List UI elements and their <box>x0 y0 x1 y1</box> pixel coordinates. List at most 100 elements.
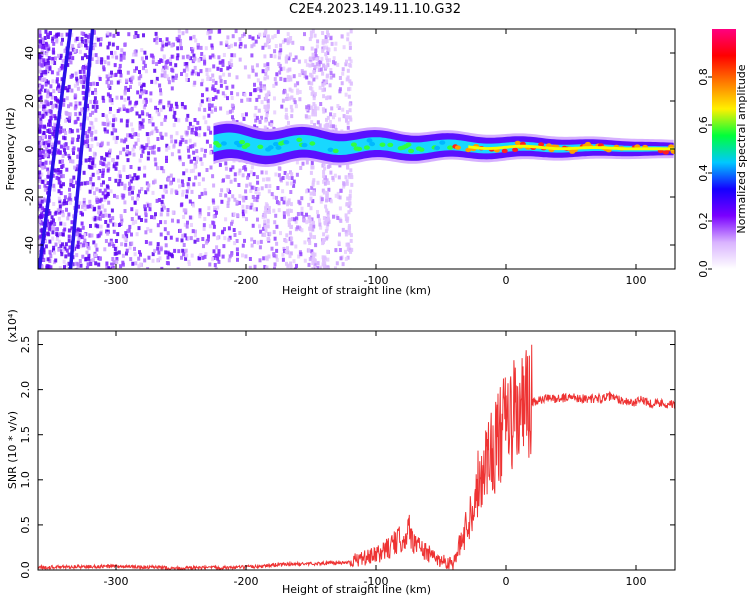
snr-x-tick-label: 100 <box>626 575 647 588</box>
heatmap-cell <box>40 84 44 89</box>
heatmap-cell <box>38 176 42 181</box>
heatmap-cell <box>177 34 181 39</box>
heatmap-cell <box>264 72 268 76</box>
heatmap-cell <box>286 32 290 37</box>
heatmap-cell <box>39 151 42 156</box>
heatmap-cell <box>93 191 96 196</box>
heatmap-cell <box>39 117 43 122</box>
heatmap-cell <box>90 233 94 238</box>
heatmap-cell <box>174 76 178 80</box>
heatmap-cell <box>325 198 328 203</box>
heatmap-cell <box>176 46 180 51</box>
heatmap-cell <box>287 56 291 61</box>
heatmap-cell <box>233 53 237 58</box>
heatmap-cell <box>348 199 352 204</box>
heatmap-cell <box>178 142 182 147</box>
heatmap-cell <box>193 57 197 62</box>
heatmap-cell <box>188 138 192 143</box>
heatmap-cell <box>273 262 277 267</box>
heatmap-cell <box>127 96 131 101</box>
heatmap-cell <box>222 244 226 249</box>
heatmap-cell <box>189 36 193 41</box>
heatmap-cell <box>93 99 97 104</box>
heatmap-cell <box>47 56 51 61</box>
heatmap-cell <box>187 55 191 60</box>
heatmap-cell <box>151 252 155 257</box>
heatmap-cell <box>157 250 161 255</box>
heatmap-cell <box>160 166 164 171</box>
heatmap-cell <box>114 178 118 183</box>
heatmap-cell <box>61 159 64 164</box>
heatmap-cell <box>185 73 189 78</box>
heatmap-cell <box>256 180 260 185</box>
heatmap-cell <box>169 57 172 62</box>
heatmap-cell <box>61 213 65 218</box>
heatmap-cell <box>128 181 131 186</box>
heatmap-cell <box>115 95 119 100</box>
heatmap-cell <box>93 217 97 222</box>
heatmap-cell <box>345 118 348 123</box>
heatmap-cell <box>223 236 227 241</box>
heatmap-cell <box>241 209 245 214</box>
heatmap-cell <box>125 152 129 157</box>
heatmap-cell <box>93 206 97 211</box>
heatmap-cell <box>38 178 42 183</box>
heatmap-cell <box>324 217 328 222</box>
heatmap-cell <box>192 130 196 135</box>
heatmap-cell <box>52 47 55 52</box>
heatmap-cell <box>293 267 297 269</box>
heatmap-cell <box>89 112 92 117</box>
heatmap-cell <box>189 56 193 61</box>
heatmap-cell <box>310 185 314 190</box>
heatmap-cell <box>79 43 83 48</box>
heatmap-cell <box>203 107 207 112</box>
heatmap-cell <box>259 88 263 93</box>
heatmap-cell <box>307 115 311 120</box>
heatmap-cell <box>185 236 189 241</box>
heatmap-cell <box>349 189 352 194</box>
heatmap-cell <box>47 128 51 133</box>
heatmap-cell <box>166 255 170 260</box>
heatmap-cell <box>38 184 42 189</box>
heatmap-cell <box>39 84 43 89</box>
heatmap-cell <box>280 196 284 201</box>
heatmap-cell <box>170 152 174 157</box>
heatmap-cell <box>311 267 315 269</box>
signal-band-blob <box>454 145 461 150</box>
heatmap-cell <box>275 241 279 246</box>
signal-band-blob <box>418 147 425 152</box>
heatmap-cell <box>78 69 82 74</box>
heatmap-cell <box>51 149 55 153</box>
heatmap-cell <box>198 208 202 213</box>
heatmap-cell <box>326 63 330 68</box>
heatmap-cell <box>316 39 320 44</box>
heatmap-cell <box>67 234 71 239</box>
heatmap-cell <box>286 93 289 98</box>
heatmap-cell <box>111 257 115 261</box>
heatmap-cell <box>92 258 95 263</box>
heatmap-cell <box>152 215 156 220</box>
heatmap-cell <box>65 248 69 253</box>
heatmap-cell <box>202 54 206 59</box>
heatmap-cell <box>221 230 224 235</box>
heatmap-cell <box>53 168 57 173</box>
heatmap-cell <box>133 50 137 55</box>
heatmap-cell <box>201 255 205 260</box>
heatmap-cell <box>312 190 316 195</box>
heatmap-cell <box>288 52 292 57</box>
heatmap-cell <box>194 229 197 234</box>
heatmap-cell <box>295 216 299 221</box>
heatmap-cell <box>93 155 97 160</box>
heatmap-cell <box>263 210 267 215</box>
heatmap-cell <box>181 189 185 194</box>
heatmap-cell <box>193 142 197 147</box>
signal-band-blob <box>239 139 246 145</box>
heatmap-cell <box>91 185 94 190</box>
heatmap-cell <box>141 124 145 129</box>
heatmap-cell <box>69 102 73 107</box>
heatmap-cell <box>51 126 55 130</box>
heatmap-cell <box>151 258 155 263</box>
heatmap-cell <box>51 143 55 147</box>
heatmap-cell <box>75 78 79 83</box>
heatmap-y-tick-label: 40 <box>23 46 36 60</box>
